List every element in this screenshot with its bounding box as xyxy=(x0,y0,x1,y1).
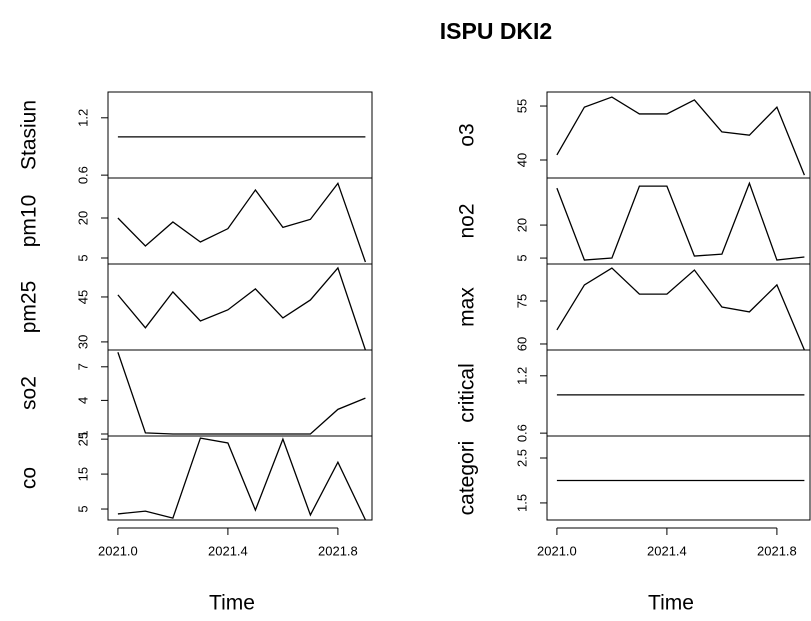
y-tick-label: 1.2 xyxy=(514,367,529,385)
y-tick-label: 4 xyxy=(75,397,90,404)
line xyxy=(117,181,367,263)
panel-frame xyxy=(546,91,811,179)
y-axis-label: o3 xyxy=(456,123,479,146)
y-tick-label: 25 xyxy=(75,432,90,446)
y-tick-label: 0.6 xyxy=(514,424,529,442)
panel-frame xyxy=(546,263,811,351)
x-tick-label: 2021.8 xyxy=(318,543,358,558)
x-tick-label: 2021.0 xyxy=(98,543,138,558)
y-axis-label: no2 xyxy=(456,203,479,238)
y-tick-label: 1 xyxy=(75,430,90,437)
y-axis-label: max xyxy=(456,287,479,327)
y-tick-label: 20 xyxy=(514,218,529,232)
y-tick-label: 20 xyxy=(75,211,90,225)
y-tick-label: 1.2 xyxy=(75,109,90,127)
panel-frame xyxy=(546,177,811,265)
line xyxy=(556,96,806,176)
panel-frame xyxy=(546,349,811,437)
panel-frame xyxy=(107,263,373,351)
y-tick-label: 5 xyxy=(75,254,90,261)
x-axis-label: Time xyxy=(648,592,694,615)
line xyxy=(556,181,805,261)
y-axis-label: Stasiun xyxy=(18,100,41,170)
y-tick-label: 75 xyxy=(514,294,529,308)
y-axis-label: co xyxy=(18,467,41,489)
x-tick-label: 2021.4 xyxy=(208,543,248,558)
y-tick-label: 15 xyxy=(75,467,90,481)
y-axis-label: so2 xyxy=(18,376,41,410)
y-tick-label: 0.6 xyxy=(75,166,90,184)
x-axis-label: Time xyxy=(209,592,255,615)
x-tick-label: 2021.0 xyxy=(537,543,577,558)
y-tick-label: 5 xyxy=(514,254,529,261)
y-tick-label: 60 xyxy=(514,337,529,351)
y-axis-label: pm10 xyxy=(18,195,41,248)
y-tick-label: 40 xyxy=(514,153,529,167)
panel-frame xyxy=(107,91,373,179)
x-tick-label: 2021.8 xyxy=(757,543,797,558)
panel-frame xyxy=(107,349,373,437)
y-tick-label: 1.5 xyxy=(514,494,529,512)
y-axis-label: pm25 xyxy=(18,281,41,334)
y-tick-label: 2.5 xyxy=(514,449,529,467)
y-tick-label: 55 xyxy=(514,99,529,113)
panel-frame xyxy=(546,435,811,521)
line xyxy=(117,352,366,435)
line xyxy=(117,266,367,351)
y-tick-label: 30 xyxy=(75,335,90,349)
line xyxy=(556,267,805,351)
line xyxy=(117,437,366,521)
y-tick-label: 5 xyxy=(75,505,90,512)
y-tick-label: 7 xyxy=(75,363,90,370)
y-tick-label: 45 xyxy=(75,290,90,304)
y-axis-label: categori xyxy=(456,441,479,516)
x-tick-label: 2021.4 xyxy=(647,543,687,558)
y-axis-label: critical xyxy=(456,363,479,423)
panel-frame xyxy=(107,435,373,521)
chart-title: ISPU DKI2 xyxy=(440,18,552,44)
